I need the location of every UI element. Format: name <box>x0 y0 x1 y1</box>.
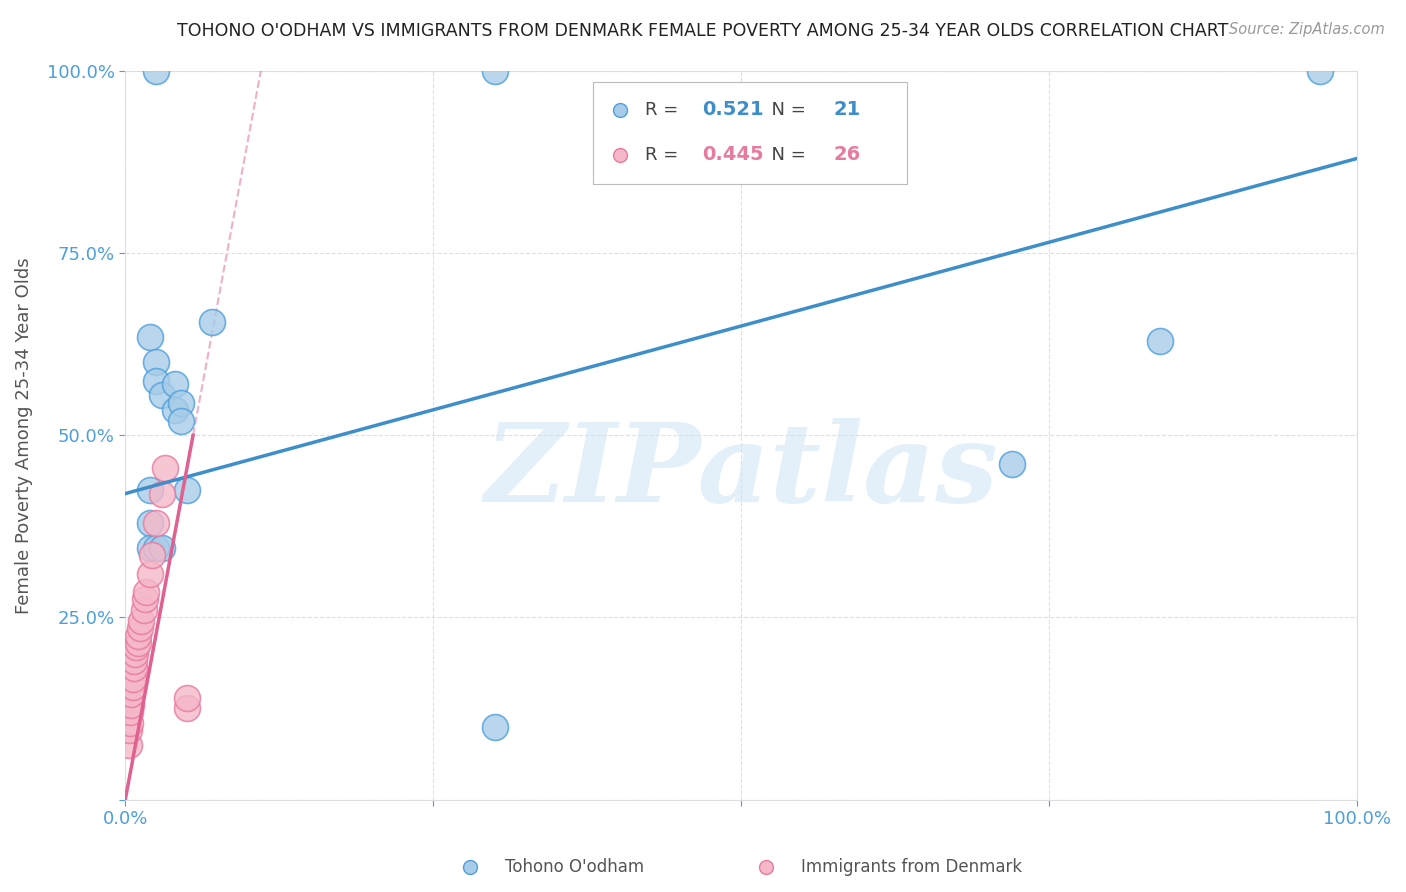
Point <box>200 315 222 329</box>
Point <box>124 647 146 661</box>
Point <box>118 723 141 738</box>
Point <box>139 541 162 556</box>
Point <box>176 690 198 705</box>
Point <box>139 566 162 581</box>
Point <box>120 705 142 719</box>
Point <box>121 687 143 701</box>
Text: 0.445: 0.445 <box>702 145 763 164</box>
Point <box>139 483 162 497</box>
Text: R =: R = <box>645 145 685 164</box>
Point <box>145 374 167 388</box>
Point <box>121 673 143 687</box>
Point <box>484 720 506 734</box>
Point <box>1149 334 1171 348</box>
Point <box>170 395 193 409</box>
Text: Immigrants from Denmark: Immigrants from Denmark <box>801 858 1022 876</box>
Point <box>145 516 167 530</box>
Text: Source: ZipAtlas.com: Source: ZipAtlas.com <box>1229 22 1385 37</box>
Point <box>118 738 141 752</box>
Point <box>129 621 152 635</box>
Point <box>150 486 173 500</box>
Point <box>153 461 176 475</box>
Point <box>135 585 157 599</box>
Text: N =: N = <box>759 145 811 164</box>
Text: R =: R = <box>645 101 685 119</box>
Point <box>176 701 198 715</box>
Point <box>176 483 198 497</box>
Point <box>127 629 149 643</box>
Point <box>484 64 506 78</box>
Text: 26: 26 <box>834 145 860 164</box>
Point <box>121 698 143 712</box>
Y-axis label: Female Poverty Among 25-34 Year Olds: Female Poverty Among 25-34 Year Olds <box>15 257 32 614</box>
Text: N =: N = <box>759 101 811 119</box>
Point <box>127 636 149 650</box>
Point <box>139 330 162 344</box>
Point <box>139 516 162 530</box>
Point <box>122 654 145 668</box>
Point <box>170 414 193 428</box>
Text: 0.521: 0.521 <box>702 100 763 120</box>
Point <box>1309 64 1331 78</box>
Point <box>150 541 173 556</box>
Point <box>145 355 167 369</box>
Point <box>163 377 186 392</box>
FancyBboxPatch shape <box>593 82 907 184</box>
Point <box>145 64 167 78</box>
Point <box>122 661 145 675</box>
Point <box>145 541 167 556</box>
Point <box>132 603 155 617</box>
Point <box>134 592 156 607</box>
Point <box>120 716 142 731</box>
Text: Tohono O'odham: Tohono O'odham <box>505 858 644 876</box>
Point <box>150 388 173 402</box>
Text: 21: 21 <box>834 100 860 120</box>
Point <box>141 549 163 563</box>
Point <box>125 640 148 654</box>
Point <box>1001 458 1024 472</box>
Point <box>163 402 186 417</box>
Text: TOHONO O'ODHAM VS IMMIGRANTS FROM DENMARK FEMALE POVERTY AMONG 25-34 YEAR OLDS C: TOHONO O'ODHAM VS IMMIGRANTS FROM DENMAR… <box>177 22 1229 40</box>
Text: ZIPatlas: ZIPatlas <box>484 418 998 525</box>
Point <box>121 680 143 694</box>
Point <box>131 614 153 628</box>
